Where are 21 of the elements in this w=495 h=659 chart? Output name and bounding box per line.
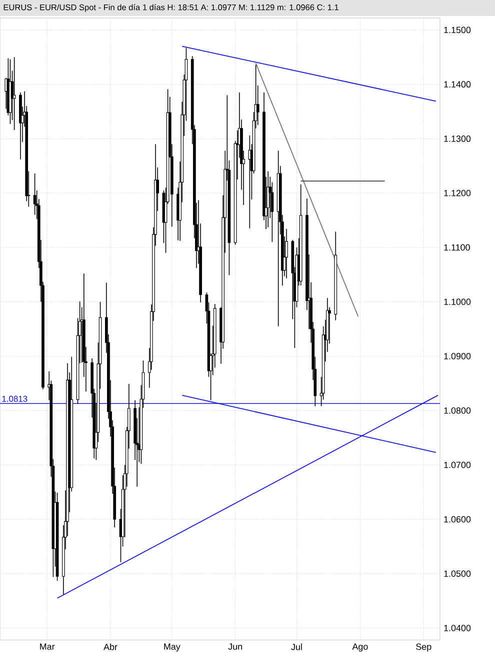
- y-tick-label: 1.1300: [444, 136, 471, 142]
- chart-title: EURUS - EUR/USD Spot - Fin de día 1 días H: 18:51 A: 1.0977 M: 1.1129 m: 1.0966 C: 1.1: [4, 4, 338, 12]
- y-tick-label: 1.1100: [444, 244, 470, 251]
- ref-line-label: 1.0813: [2, 396, 28, 402]
- y-tick-label: 1.1500: [444, 26, 471, 34]
- y-tick-label: 1.1400: [444, 81, 471, 88]
- x-tick-label: May: [164, 644, 180, 652]
- y-tick-label: 1.0500: [444, 570, 471, 577]
- y-tick-label: 1.0900: [444, 353, 471, 360]
- y-tick-label: 1.0400: [444, 624, 471, 632]
- x-tick-label: Mar: [40, 644, 55, 650]
- y-tick-label: 1.0700: [444, 462, 471, 468]
- y-tick-label: 1.0600: [444, 516, 471, 522]
- x-tick-label: Jun: [228, 644, 242, 650]
- x-tick-label: Ago: [352, 644, 368, 652]
- x-tick-label: Abr: [104, 644, 118, 650]
- x-tick-label: Sep: [416, 644, 432, 652]
- y-tick-label: 1.1200: [444, 190, 471, 196]
- y-tick-label: 1.0800: [444, 407, 471, 414]
- y-tick-label: 1.1000: [444, 298, 471, 305]
- x-tick-label: Jul: [291, 644, 302, 650]
